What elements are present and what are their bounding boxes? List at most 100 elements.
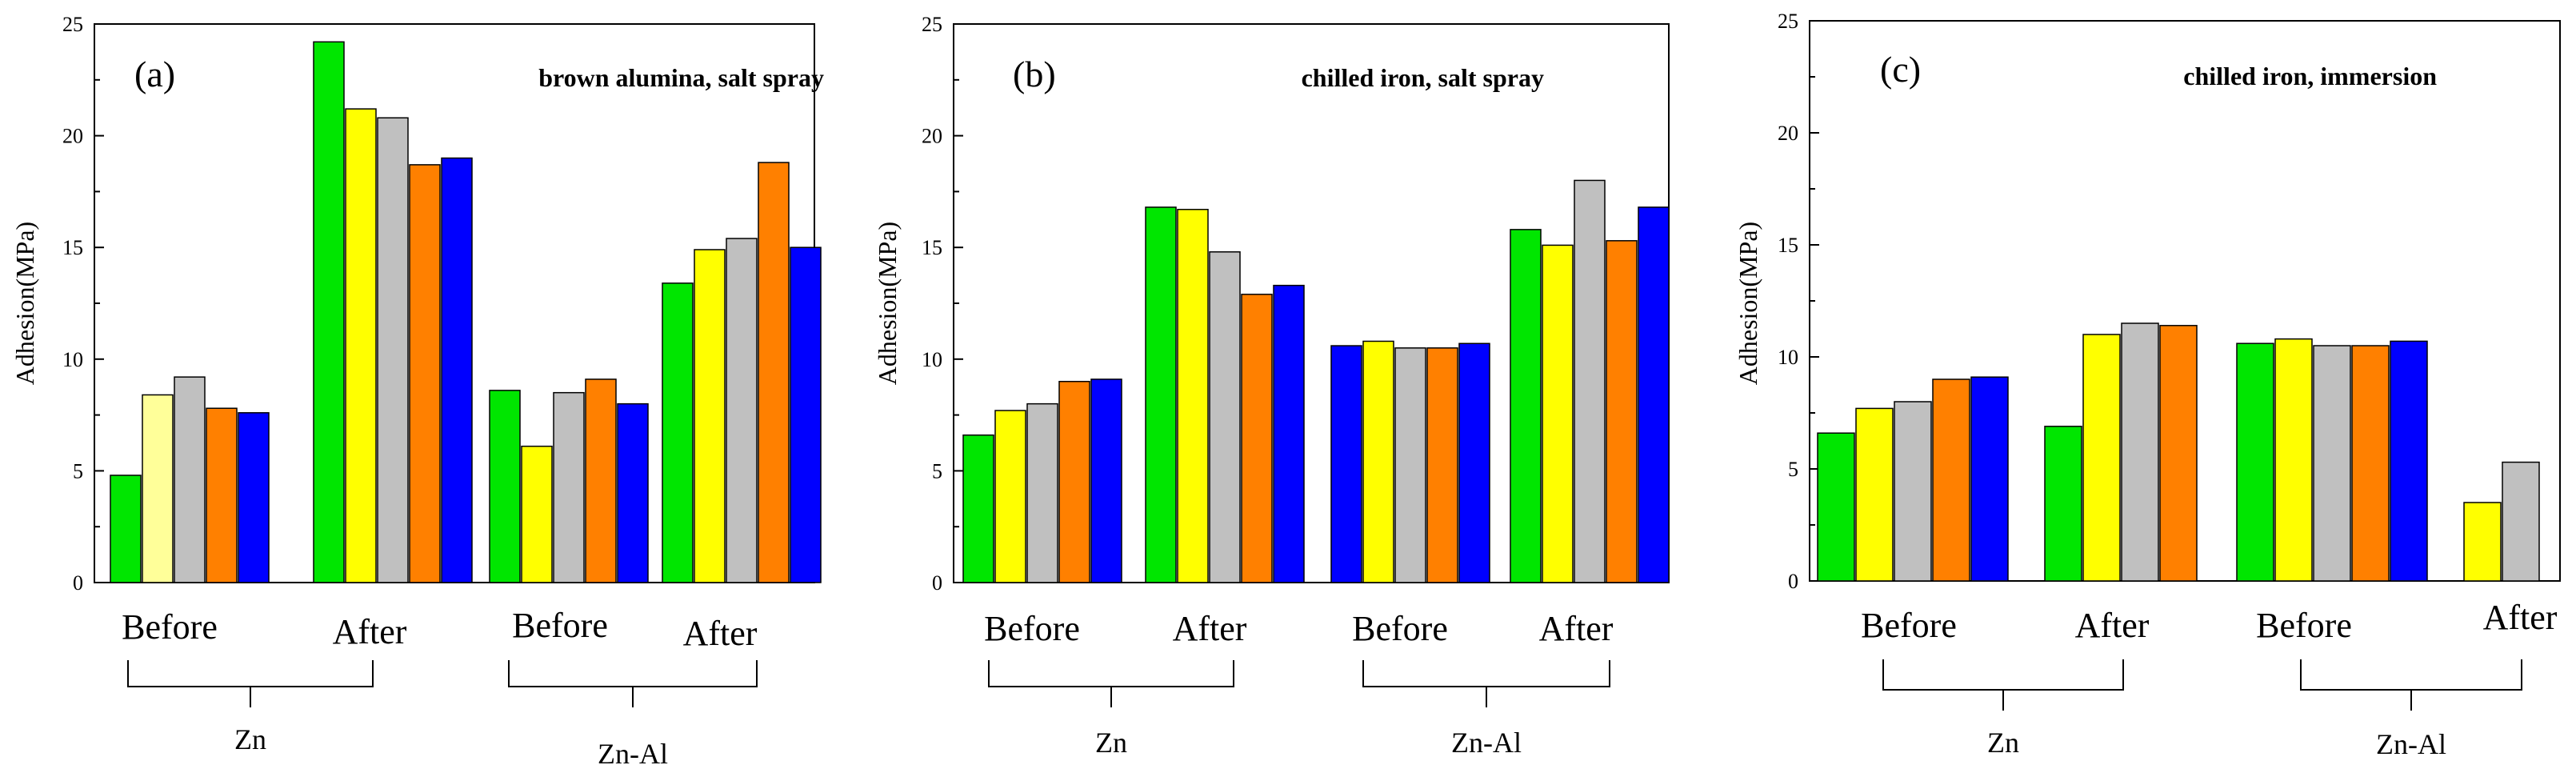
bar-group: [110, 376, 270, 583]
panel-label: (b): [1013, 54, 1056, 94]
bar: [489, 390, 521, 583]
bar: [2082, 334, 2121, 582]
group-label: Before: [984, 609, 1080, 648]
bar: [662, 282, 694, 583]
y-tick-label: 25: [922, 13, 942, 36]
bar: [1145, 206, 1177, 583]
group-bracket: [2300, 659, 2522, 711]
bar: [2274, 338, 2313, 582]
bar-group: [662, 162, 822, 583]
group-bracket: [988, 660, 1234, 707]
y-tick-label: 20: [62, 125, 83, 148]
y-tick-label: 15: [62, 236, 83, 259]
group-bracket: [127, 660, 374, 707]
y-tick-label: 25: [1778, 10, 1798, 33]
group-label: After: [333, 612, 407, 651]
bar: [553, 391, 585, 583]
bar: [962, 434, 994, 583]
bracket-label: Zn-Al: [2376, 728, 2446, 760]
bar: [1273, 284, 1305, 583]
bar: [110, 475, 142, 583]
bar: [2236, 342, 2274, 582]
group-label: After: [1539, 609, 1614, 648]
bar: [1426, 347, 1458, 583]
bracket-label: Zn: [1987, 727, 2019, 759]
bar-group: [313, 41, 473, 583]
bar: [1638, 206, 1670, 583]
y-tick-label: 5: [1788, 458, 1798, 481]
bar: [1177, 208, 1209, 583]
bar: [2121, 322, 2159, 582]
y-axis-title: Adhesion(MPa): [873, 222, 902, 385]
bar: [1362, 340, 1394, 583]
y-tick-label: 0: [1788, 570, 1798, 593]
panel-label: (a): [134, 54, 175, 94]
bar: [441, 157, 473, 583]
y-tick-label: 0: [73, 571, 83, 595]
chart-panel-b: 0 5 10 15 20 25 Adhesion(MPa) (b) chilled iron, …: [873, 13, 1670, 759]
bar: [313, 41, 345, 583]
bar: [1458, 342, 1490, 583]
group-label: Before: [2256, 606, 2352, 645]
y-tick-label: 10: [922, 348, 942, 371]
group-label: After: [2075, 606, 2150, 645]
bar: [142, 394, 174, 583]
bar: [409, 164, 441, 583]
bar: [238, 412, 270, 583]
bar: [1394, 347, 1426, 583]
panel-title: brown alumina, salt spray: [538, 63, 824, 92]
bar-group: [1817, 376, 2009, 582]
bar: [1241, 294, 1273, 583]
bracket-label: Zn-Al: [598, 738, 668, 770]
bar: [1058, 380, 1090, 583]
panel-label: (c): [1880, 49, 1921, 90]
bar: [1026, 403, 1058, 583]
bar: [1330, 345, 1362, 583]
bar: [585, 378, 617, 583]
group-label: Before: [1352, 609, 1448, 648]
y-axis-title: Adhesion(MPa): [1734, 222, 1762, 385]
bar: [617, 403, 649, 583]
bar: [345, 108, 377, 583]
bar: [2044, 426, 2082, 582]
panel-title: chilled iron, salt spray: [1302, 63, 1544, 92]
group-bracket: [1362, 660, 1610, 707]
bar: [1510, 229, 1542, 583]
bar: [1542, 244, 1574, 583]
bar: [174, 376, 206, 583]
bar: [206, 407, 238, 583]
bar: [1090, 378, 1122, 583]
bar: [1574, 179, 1606, 583]
bar-group: [2044, 322, 2198, 582]
bar: [1970, 376, 2009, 582]
bar: [2502, 461, 2540, 582]
bar: [2351, 345, 2390, 582]
bracket-label: Zn-Al: [1451, 727, 1522, 759]
bar-group: [2463, 461, 2540, 582]
group-bracket: [508, 660, 758, 707]
chart-panel-a: 0 5 10 15 20 25 Adhesion(MPa) (a) brown alumina,…: [10, 13, 824, 770]
group-label: After: [1173, 609, 1247, 648]
group-label: Before: [1861, 606, 1957, 645]
y-tick-label: 0: [932, 571, 942, 595]
bar-group: [962, 378, 1122, 583]
bar: [1932, 378, 1970, 582]
bar: [726, 238, 758, 583]
bar-group: [1145, 206, 1305, 583]
bar: [521, 445, 553, 583]
group-bracket: [1882, 659, 2124, 711]
bar: [1894, 401, 1932, 582]
group-label: Before: [512, 606, 608, 645]
y-axis-title: Adhesion(MPa): [10, 222, 39, 385]
group-label: After: [683, 614, 758, 653]
bar-group: [1510, 179, 1670, 583]
y-tick-label: 5: [932, 459, 942, 483]
bar: [2159, 325, 2198, 582]
bar: [1855, 407, 1894, 582]
bar: [994, 410, 1026, 583]
bar: [694, 249, 726, 583]
y-tick-label: 15: [922, 236, 942, 259]
group-label: Before: [122, 607, 218, 647]
bar-group: [1330, 340, 1490, 583]
